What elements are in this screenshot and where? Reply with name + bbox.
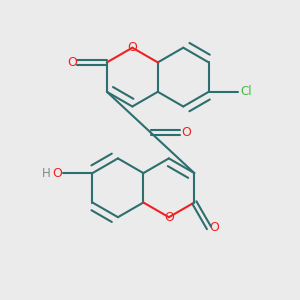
- Text: O: O: [181, 126, 191, 139]
- Text: O: O: [67, 56, 77, 69]
- Text: O: O: [53, 167, 63, 180]
- Text: H: H: [42, 167, 51, 180]
- Text: O: O: [164, 211, 174, 224]
- Text: O: O: [128, 41, 137, 54]
- Text: Cl: Cl: [241, 85, 252, 98]
- Text: O: O: [209, 221, 219, 235]
